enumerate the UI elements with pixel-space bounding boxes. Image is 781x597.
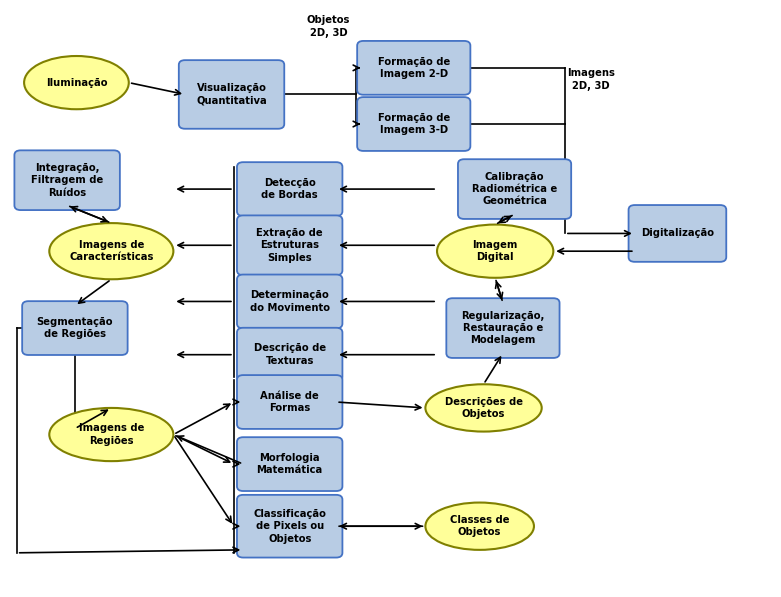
Text: Imagens
2D, 3D: Imagens 2D, 3D: [567, 69, 615, 91]
FancyBboxPatch shape: [357, 97, 470, 151]
Text: Iluminação: Iluminação: [46, 78, 107, 88]
FancyBboxPatch shape: [446, 298, 559, 358]
Ellipse shape: [437, 224, 554, 278]
Text: Objetos
2D, 3D: Objetos 2D, 3D: [307, 16, 350, 38]
FancyBboxPatch shape: [237, 495, 342, 558]
Text: Descrições de
Objetos: Descrições de Objetos: [444, 397, 522, 419]
Text: Segmentação
de Regiões: Segmentação de Regiões: [37, 317, 113, 339]
FancyBboxPatch shape: [237, 162, 342, 216]
Text: Digitalização: Digitalização: [641, 229, 714, 238]
Text: Calibração
Radiométrica e
Geométrica: Calibração Radiométrica e Geométrica: [472, 172, 557, 207]
Text: Extração de
Estruturas
Simples: Extração de Estruturas Simples: [256, 228, 323, 263]
Text: Formação de
Imagem 2-D: Formação de Imagem 2-D: [378, 57, 450, 79]
Text: Imagens de
Características: Imagens de Características: [70, 240, 154, 263]
FancyBboxPatch shape: [14, 150, 119, 210]
Text: Imagem
Digital: Imagem Digital: [473, 240, 518, 263]
Text: Integração,
Filtragem de
Ruídos: Integração, Filtragem de Ruídos: [31, 163, 103, 198]
FancyBboxPatch shape: [629, 205, 726, 262]
Ellipse shape: [49, 223, 173, 279]
Ellipse shape: [426, 503, 534, 550]
Text: Regularização,
Restauração e
Modelagem: Regularização, Restauração e Modelagem: [462, 310, 544, 346]
Text: Visualização
Quantitativa: Visualização Quantitativa: [196, 83, 267, 106]
Text: Determinação
do Movimento: Determinação do Movimento: [250, 290, 330, 313]
FancyBboxPatch shape: [458, 159, 571, 219]
Ellipse shape: [24, 56, 129, 109]
FancyBboxPatch shape: [237, 437, 342, 491]
Text: Classificação
de Pixels ou
Objetos: Classificação de Pixels ou Objetos: [253, 509, 326, 544]
FancyBboxPatch shape: [22, 301, 127, 355]
FancyBboxPatch shape: [237, 275, 342, 328]
Ellipse shape: [426, 384, 542, 432]
Text: Imagens de
Regiões: Imagens de Regiões: [79, 423, 144, 446]
Text: Formação de
Imagem 3-D: Formação de Imagem 3-D: [378, 113, 450, 136]
Ellipse shape: [49, 408, 173, 461]
FancyBboxPatch shape: [179, 60, 284, 129]
Text: Análise de
Formas: Análise de Formas: [260, 391, 319, 413]
FancyBboxPatch shape: [237, 216, 342, 275]
FancyBboxPatch shape: [237, 328, 342, 381]
Text: Classes de
Objetos: Classes de Objetos: [450, 515, 509, 537]
Text: Detecção
de Bordas: Detecção de Bordas: [262, 178, 318, 200]
Text: Descrição de
Texturas: Descrição de Texturas: [254, 343, 326, 366]
FancyBboxPatch shape: [357, 41, 470, 95]
Text: Morfologia
Matemática: Morfologia Matemática: [257, 453, 323, 475]
FancyBboxPatch shape: [237, 375, 342, 429]
